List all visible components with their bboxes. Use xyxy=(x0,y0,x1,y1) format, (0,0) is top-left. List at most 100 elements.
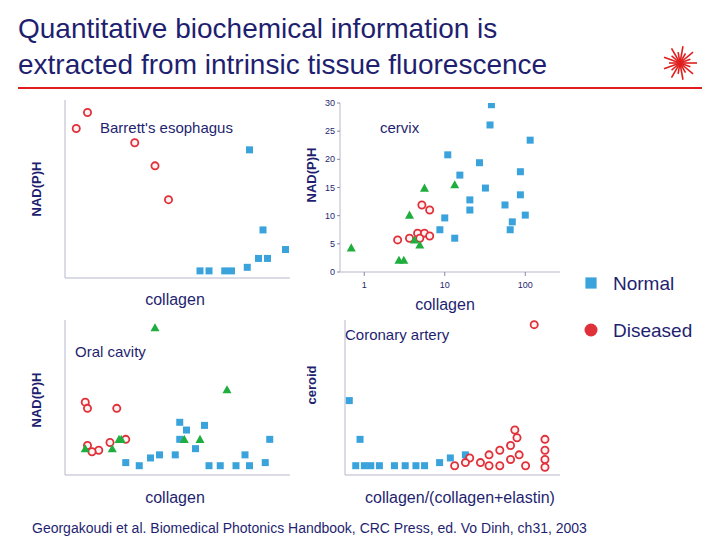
starburst-ray xyxy=(672,48,681,63)
y-tick xyxy=(337,187,340,188)
point xyxy=(117,435,126,443)
point xyxy=(513,434,520,441)
x-label: collagen xyxy=(145,291,205,308)
point xyxy=(156,451,163,458)
x-tick xyxy=(444,272,445,276)
y-axis xyxy=(345,320,346,475)
point xyxy=(84,405,91,412)
point xyxy=(131,139,138,146)
point xyxy=(522,462,529,469)
y-tick xyxy=(337,272,340,273)
point xyxy=(151,162,158,169)
marks xyxy=(347,103,534,264)
point xyxy=(113,405,120,412)
point xyxy=(196,435,205,443)
point xyxy=(451,235,458,242)
x-label: collagen xyxy=(415,296,475,313)
slide: Quantitative biochemical information ise… xyxy=(0,0,720,540)
starburst xyxy=(664,46,697,79)
point xyxy=(456,172,463,179)
point xyxy=(517,191,524,198)
point xyxy=(165,196,172,203)
point xyxy=(410,235,419,243)
y-axis xyxy=(65,100,66,278)
point xyxy=(282,246,289,253)
point xyxy=(507,442,514,449)
panel-title: cervix xyxy=(380,119,420,136)
point xyxy=(264,255,271,262)
point xyxy=(217,462,224,469)
slide-title: Quantitative biochemical information is xyxy=(18,13,497,44)
point xyxy=(447,454,454,461)
y-tick xyxy=(337,103,340,104)
point xyxy=(223,385,232,393)
point xyxy=(426,206,433,213)
citation: Georgakoudi et al. Biomedical Photonics … xyxy=(32,520,587,536)
point xyxy=(501,201,508,208)
point xyxy=(496,447,503,454)
point xyxy=(488,103,495,108)
panel-title: Oral cavity xyxy=(75,343,146,360)
y-tick-label: 10 xyxy=(325,211,335,221)
panel-title: Coronary artery xyxy=(345,326,450,343)
panel: Coronary artery collagen/(collagen+elasti… xyxy=(304,320,560,506)
point xyxy=(172,451,179,458)
legend-marker xyxy=(585,324,598,337)
point xyxy=(197,267,204,274)
point xyxy=(151,323,160,331)
point xyxy=(394,236,401,243)
point xyxy=(482,185,489,192)
point xyxy=(183,427,190,434)
point xyxy=(421,462,428,469)
point xyxy=(201,422,208,429)
point xyxy=(147,454,154,461)
point xyxy=(496,462,503,469)
legend-label: Diseased xyxy=(613,320,692,341)
point xyxy=(228,267,235,274)
legend-label: Normal xyxy=(613,273,674,294)
starburst-ray xyxy=(680,52,693,63)
point xyxy=(509,218,516,225)
point xyxy=(361,462,368,469)
point xyxy=(391,462,398,469)
starburst-ray xyxy=(680,59,690,63)
point xyxy=(541,464,548,471)
point xyxy=(357,436,364,443)
x-axis xyxy=(65,475,290,476)
legend-marker xyxy=(585,277,596,288)
point xyxy=(466,196,473,203)
point xyxy=(73,125,80,132)
point xyxy=(176,419,183,426)
x-axis xyxy=(340,272,560,273)
point xyxy=(522,212,529,219)
point xyxy=(477,459,484,466)
point xyxy=(507,456,514,463)
x-tick-label: 1 xyxy=(362,280,367,290)
point xyxy=(376,462,383,469)
point xyxy=(367,462,374,469)
point xyxy=(88,448,95,455)
point xyxy=(402,462,409,469)
y-label: NAD(P)H xyxy=(29,162,44,217)
point xyxy=(122,459,129,466)
y-label: NAD(P)H xyxy=(304,148,319,203)
starburst-ray xyxy=(680,63,683,80)
point xyxy=(206,462,213,469)
x-tick-label: 10 xyxy=(440,280,450,290)
y-tick-label: 5 xyxy=(330,239,335,249)
point xyxy=(136,462,143,469)
point xyxy=(462,459,469,466)
point xyxy=(255,255,262,262)
point xyxy=(84,109,91,116)
point xyxy=(81,444,90,452)
x-label: collagen xyxy=(145,489,205,506)
y-tick-label: 20 xyxy=(325,154,335,164)
point xyxy=(420,184,429,192)
x-label: collagen/(collagen+elastin) xyxy=(365,489,555,506)
point xyxy=(436,226,443,233)
point xyxy=(405,211,414,219)
point xyxy=(244,264,251,271)
point xyxy=(466,207,473,214)
y-tick-label: 30 xyxy=(325,98,335,108)
legend: Normal Diseased xyxy=(585,273,693,341)
